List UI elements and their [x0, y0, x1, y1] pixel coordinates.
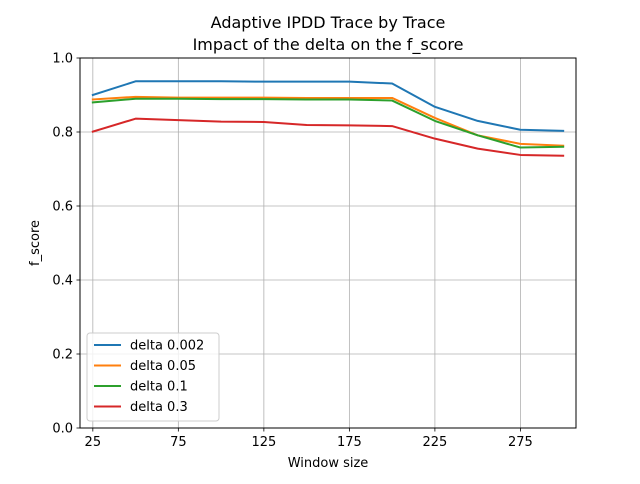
y-tick-label: 0.6 [52, 200, 73, 215]
plot-frame [79, 57, 577, 429]
chart-title: Adaptive IPDD Trace by Trace [211, 13, 446, 32]
legend-label: delta 0.1 [130, 380, 188, 395]
series-layer [91, 80, 565, 157]
series-line-3 [91, 97, 565, 149]
x-tick-label: 125 [251, 435, 276, 450]
series-line-1 [91, 80, 565, 132]
y-tick-label: 0.8 [52, 126, 73, 141]
x-tick-label: 75 [170, 435, 187, 450]
y-axis-label: f_score [28, 220, 43, 266]
legend-label: delta 0.05 [130, 359, 196, 374]
x-tick-label: 225 [422, 435, 447, 450]
y-tick-label: 0.0 [52, 422, 73, 437]
legend-label: delta 0.002 [130, 339, 204, 354]
x-tick-label: 25 [85, 435, 102, 450]
y-tick-label: 0.4 [52, 274, 73, 289]
legend-box [86, 332, 220, 422]
chart-subtitle: Impact of the delta on the f_score [193, 35, 464, 55]
series-line-4 [91, 117, 565, 157]
series-line-2 [91, 95, 565, 147]
x-axis-label: Window size [288, 456, 369, 471]
x-tick-label: 275 [508, 435, 533, 450]
legend-label: delta 0.3 [130, 400, 188, 415]
legend: delta 0.002 delta 0.05 delta 0.1 delta 0.3 [86, 332, 220, 422]
x-tick-label: 175 [337, 435, 362, 450]
y-tick-label: 0.2 [52, 348, 73, 363]
y-tick-label: 1.0 [52, 52, 73, 67]
ticks: 25 75 125 175 225 275 0.0 0.2 0.4 0.6 0.8 1.0 [52, 52, 533, 451]
